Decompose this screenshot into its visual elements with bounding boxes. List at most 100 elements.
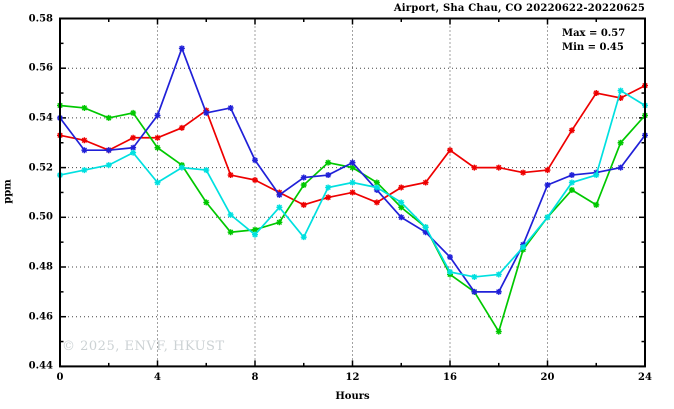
marker-day-2-green <box>325 159 332 166</box>
marker-day-2-green <box>203 199 210 206</box>
marker-day-2-green <box>105 114 112 121</box>
marker-day-2-green <box>593 201 600 208</box>
marker-day-2-green <box>130 109 137 116</box>
marker-day-2-green <box>252 226 258 233</box>
marker-day-4-cyan <box>447 268 453 275</box>
marker-day-1-red <box>471 164 478 171</box>
marker-day-3-blue <box>105 147 112 154</box>
marker-day-3-blue <box>568 172 575 179</box>
marker-day-4-cyan <box>593 172 600 179</box>
y-tick-label: 0.58 <box>28 13 53 24</box>
marker-day-1-red <box>154 134 161 141</box>
marker-day-4-cyan <box>495 271 502 278</box>
marker-day-1-red <box>325 194 332 201</box>
marker-day-2-green <box>154 144 161 151</box>
marker-day-4-cyan <box>422 224 429 231</box>
marker-day-1-red <box>447 147 453 154</box>
x-tick-label: 20 <box>540 372 555 383</box>
x-tick-label: 0 <box>56 372 64 383</box>
marker-day-4-cyan <box>568 179 575 186</box>
marker-day-4-cyan <box>252 231 258 238</box>
marker-day-1-red <box>617 95 624 102</box>
marker-day-3-blue <box>130 144 137 151</box>
marker-day-3-blue <box>276 191 283 198</box>
y-tick-label: 0.50 <box>28 211 53 223</box>
marker-day-1-red <box>349 189 356 196</box>
marker-day-4-cyan <box>178 164 185 171</box>
marker-day-2-green <box>373 179 380 186</box>
marker-day-1-red <box>568 127 575 134</box>
y-tick-label: 0.46 <box>28 311 53 323</box>
y-tick-label: 0.54 <box>28 112 53 124</box>
annotation-min: Min = 0.45 <box>562 42 624 53</box>
y-tick-label: 0.56 <box>28 62 53 74</box>
marker-day-2-green <box>398 204 405 211</box>
marker-day-1-red <box>495 164 502 171</box>
marker-day-2-green <box>300 181 307 188</box>
marker-day-3-blue <box>544 181 551 188</box>
marker-day-2-green <box>617 139 624 146</box>
series-day-1-red <box>57 82 648 208</box>
plot-border <box>59 17 646 368</box>
marker-day-3-blue <box>227 104 234 111</box>
marker-day-1-red <box>81 137 88 144</box>
marker-day-1-red <box>227 172 234 179</box>
chart-title: Airport, Sha Chau, CO 20220622-20220625 <box>393 3 645 14</box>
marker-day-4-cyan <box>520 244 527 251</box>
marker-day-4-cyan <box>300 234 307 241</box>
x-tick-label: 24 <box>638 372 652 383</box>
marker-day-1-red <box>520 169 527 176</box>
marker-day-1-red <box>252 177 258 184</box>
marker-day-3-blue <box>422 229 429 236</box>
marker-day-4-cyan <box>203 167 210 174</box>
x-tick-label: 8 <box>251 372 259 383</box>
marker-day-2-green <box>349 164 356 171</box>
marker-day-3-blue <box>203 109 210 116</box>
marker-day-3-blue <box>398 214 405 221</box>
marker-day-1-red <box>178 124 185 131</box>
marker-day-3-blue <box>252 157 258 164</box>
marker-day-2-green <box>276 219 283 226</box>
marker-day-4-cyan <box>349 179 356 186</box>
x-tick-label: 12 <box>345 372 360 383</box>
marker-day-3-blue <box>178 45 185 52</box>
marker-day-4-cyan <box>105 162 112 169</box>
marker-day-4-cyan <box>373 184 380 191</box>
marker-day-2-green <box>568 186 575 193</box>
marker-day-3-blue <box>349 159 356 166</box>
y-tick-label: 0.44 <box>28 360 53 372</box>
marker-day-2-green <box>227 229 234 236</box>
marker-day-1-red <box>544 167 551 174</box>
x-tick-label: 16 <box>443 372 457 383</box>
marker-day-3-blue <box>495 288 502 295</box>
marker-day-4-cyan <box>471 273 478 280</box>
marker-day-4-cyan <box>227 211 234 218</box>
x-axis-label: Hours <box>335 391 370 402</box>
watermark: © 2025, ENVF, HKUST <box>62 339 225 354</box>
marker-day-4-cyan <box>154 179 161 186</box>
x-tick-label: 4 <box>154 372 161 383</box>
marker-day-4-cyan <box>617 87 624 94</box>
y-axis-label: ppm <box>2 179 14 204</box>
y-tick-label: 0.48 <box>28 261 53 273</box>
marker-day-3-blue <box>300 174 307 181</box>
marker-day-3-blue <box>325 172 332 179</box>
y-tick-label: 0.52 <box>28 162 53 174</box>
marker-day-3-blue <box>471 288 478 295</box>
annotation-max: Max = 0.57 <box>562 28 626 39</box>
marker-day-1-red <box>300 201 307 208</box>
marker-day-4-cyan <box>130 149 137 156</box>
marker-day-3-blue <box>617 164 624 171</box>
marker-day-1-red <box>373 199 380 206</box>
marker-day-2-green <box>495 328 502 335</box>
marker-day-1-red <box>422 179 429 186</box>
marker-day-4-cyan <box>276 204 283 211</box>
marker-day-3-blue <box>154 112 161 119</box>
marker-day-2-green <box>81 104 88 111</box>
marker-day-4-cyan <box>325 184 332 191</box>
marker-day-1-red <box>593 90 600 97</box>
marker-day-4-cyan <box>398 199 405 206</box>
marker-day-4-cyan <box>544 214 551 221</box>
